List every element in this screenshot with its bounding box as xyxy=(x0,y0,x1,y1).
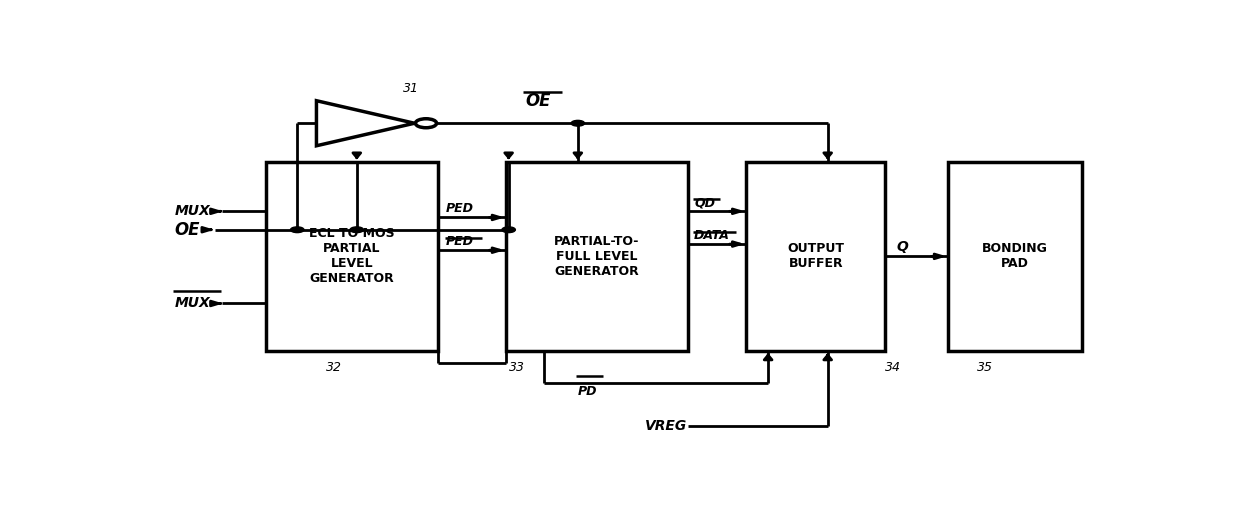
Text: PARTIAL-TO-
FULL LEVEL
GENERATOR: PARTIAL-TO- FULL LEVEL GENERATOR xyxy=(554,235,640,278)
Polygon shape xyxy=(316,101,414,146)
Text: VREG: VREG xyxy=(645,419,687,434)
Text: PED: PED xyxy=(446,235,474,248)
Text: MUX: MUX xyxy=(174,296,210,311)
Text: Q: Q xyxy=(897,240,909,254)
Text: DATA: DATA xyxy=(694,229,730,242)
Text: QD: QD xyxy=(694,196,715,209)
Circle shape xyxy=(502,227,516,232)
Circle shape xyxy=(350,227,363,232)
Text: MUX: MUX xyxy=(174,204,210,218)
Text: OE: OE xyxy=(525,92,551,110)
Text: BONDING
PAD: BONDING PAD xyxy=(982,243,1048,270)
Bar xyxy=(746,162,885,351)
Text: OUTPUT
BUFFER: OUTPUT BUFFER xyxy=(787,243,844,270)
Text: ECL TO MOS
PARTIAL
LEVEL
GENERATOR: ECL TO MOS PARTIAL LEVEL GENERATOR xyxy=(309,227,394,285)
Bar xyxy=(265,162,439,351)
Text: 33: 33 xyxy=(508,361,525,374)
Bar xyxy=(947,162,1083,351)
Text: 31: 31 xyxy=(403,81,419,95)
Text: PD: PD xyxy=(578,385,598,398)
Text: 32: 32 xyxy=(326,361,342,374)
Text: 35: 35 xyxy=(977,361,993,374)
Circle shape xyxy=(290,227,304,232)
Bar xyxy=(506,162,688,351)
Text: OE: OE xyxy=(174,221,200,239)
Text: 34: 34 xyxy=(885,361,901,374)
Circle shape xyxy=(572,120,584,126)
Text: PED: PED xyxy=(446,202,474,215)
